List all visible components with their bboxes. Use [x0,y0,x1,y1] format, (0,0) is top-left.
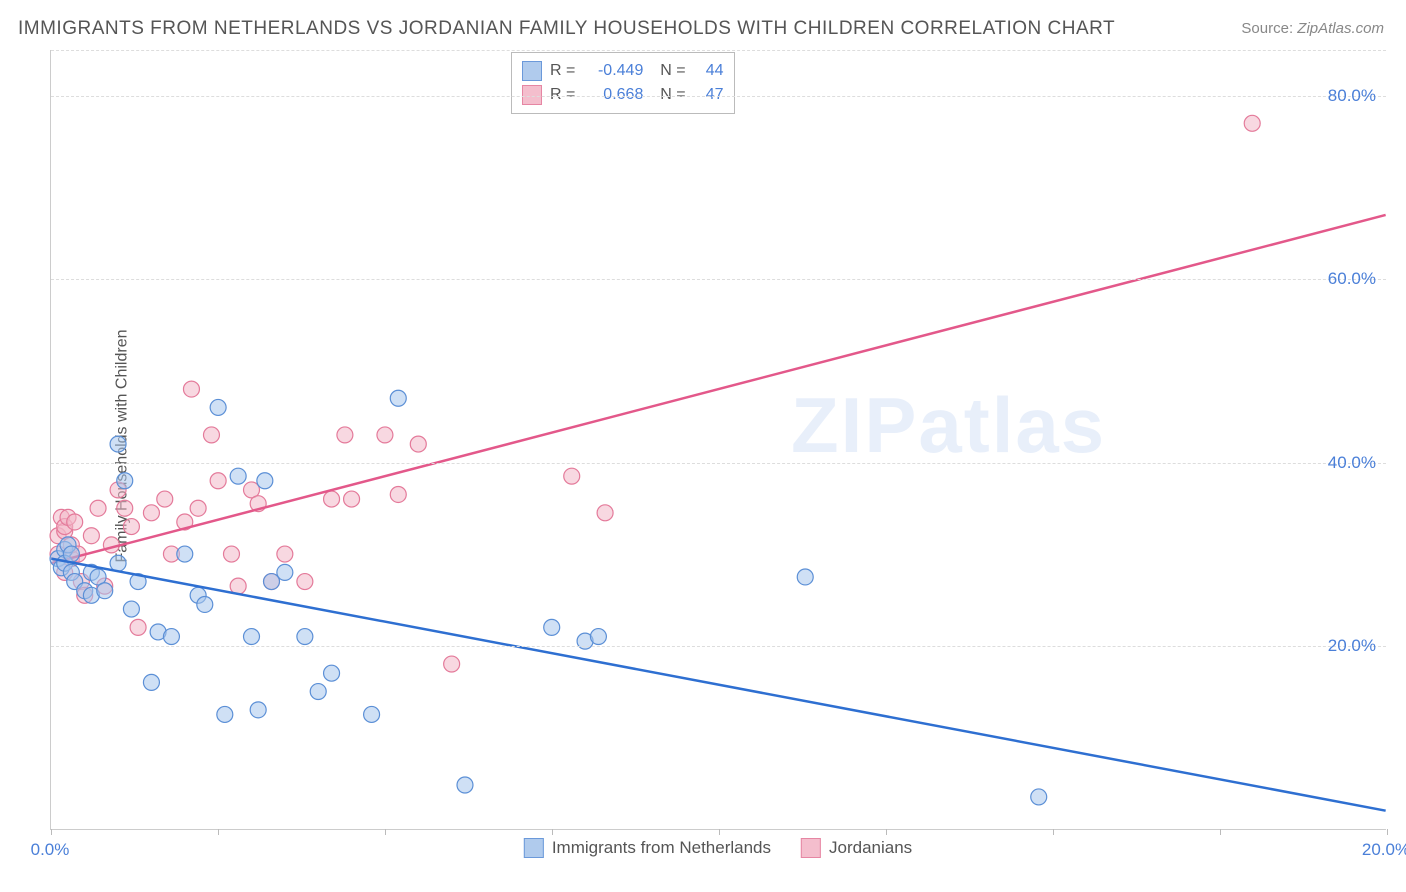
pink-point [157,491,173,507]
pink-point [344,491,360,507]
chart-title: IMMIGRANTS FROM NETHERLANDS VS JORDANIAN… [18,18,1115,40]
blue-point [797,569,813,585]
pink-point [130,619,146,635]
source-attribution: Source: ZipAtlas.com [1241,20,1384,37]
x-tick [719,829,720,835]
blue-point [297,629,313,645]
blue-point [63,546,79,562]
blue-point [324,665,340,681]
blue-point [457,777,473,793]
x-tick [385,829,386,835]
x-tick [218,829,219,835]
y-tick-label: 40.0% [1328,453,1376,473]
blue-point [257,473,273,489]
blue-point [544,619,560,635]
pink-regression-line [51,215,1385,563]
x-tick [1387,829,1388,835]
pink-point [117,500,133,516]
correlation-legend: R = -0.449 N = 44 R = 0.668 N = 47 [511,52,735,114]
y-tick-label: 60.0% [1328,269,1376,289]
legend-blue-n: 44 [694,59,724,83]
legend-r-label: R = [550,59,575,83]
blue-point [364,706,380,722]
series-legend: Immigrants from Netherlands Jordanians [524,838,912,858]
x-tick [886,829,887,835]
swatch-pink [801,838,821,858]
pink-point [337,427,353,443]
legend-blue-r: -0.449 [583,59,643,83]
pink-point [190,500,206,516]
blue-point [310,684,326,700]
plot-svg [51,50,1386,829]
pink-point [210,473,226,489]
blue-point [230,468,246,484]
legend-item-blue: Immigrants from Netherlands [524,838,771,858]
pink-point [564,468,580,484]
pink-point [444,656,460,672]
source-value: ZipAtlas.com [1297,20,1384,37]
legend-item-pink: Jordanians [801,838,912,858]
pink-point [597,505,613,521]
blue-point [117,473,133,489]
pink-point [297,574,313,590]
legend-pink-label: Jordanians [829,838,912,858]
pink-point [1244,115,1260,131]
pink-point [410,436,426,452]
blue-point [244,629,260,645]
blue-point [123,601,139,617]
blue-regression-line [51,559,1385,811]
swatch-blue [522,61,542,81]
x-tick [552,829,553,835]
blue-point [177,546,193,562]
gridline-h [51,96,1386,97]
pink-point [390,486,406,502]
legend-row-blue: R = -0.449 N = 44 [522,59,724,83]
blue-point [110,555,126,571]
y-tick-label: 80.0% [1328,86,1376,106]
plot-area: ZIPatlas R = -0.449 N = 44 R = 0.668 N =… [50,50,1386,830]
blue-point [390,390,406,406]
swatch-blue [524,838,544,858]
blue-point [110,436,126,452]
chart-container: IMMIGRANTS FROM NETHERLANDS VS JORDANIAN… [0,0,1406,892]
blue-point [277,564,293,580]
blue-point [1031,789,1047,805]
gridline-h [51,646,1386,647]
x-tick-label: 20.0% [1362,840,1406,860]
gridline-h [51,50,1386,51]
blue-point [143,674,159,690]
legend-n-label: N = [651,59,685,83]
x-tick-label: 0.0% [31,840,70,860]
pink-point [183,381,199,397]
gridline-h [51,279,1386,280]
pink-point [83,528,99,544]
pink-point [143,505,159,521]
blue-point [590,629,606,645]
pink-point [90,500,106,516]
x-tick [51,829,52,835]
pink-point [203,427,219,443]
pink-point [324,491,340,507]
pink-point [377,427,393,443]
y-tick-label: 20.0% [1328,636,1376,656]
pink-point [223,546,239,562]
pink-point [67,514,83,530]
gridline-h [51,463,1386,464]
blue-point [197,596,213,612]
blue-point [163,629,179,645]
blue-point [97,583,113,599]
pink-point [277,546,293,562]
pink-point [123,519,139,535]
blue-point [210,399,226,415]
source-label: Source: [1241,20,1293,37]
blue-point [250,702,266,718]
x-tick [1220,829,1221,835]
blue-point [217,706,233,722]
x-tick [1053,829,1054,835]
legend-blue-label: Immigrants from Netherlands [552,838,771,858]
